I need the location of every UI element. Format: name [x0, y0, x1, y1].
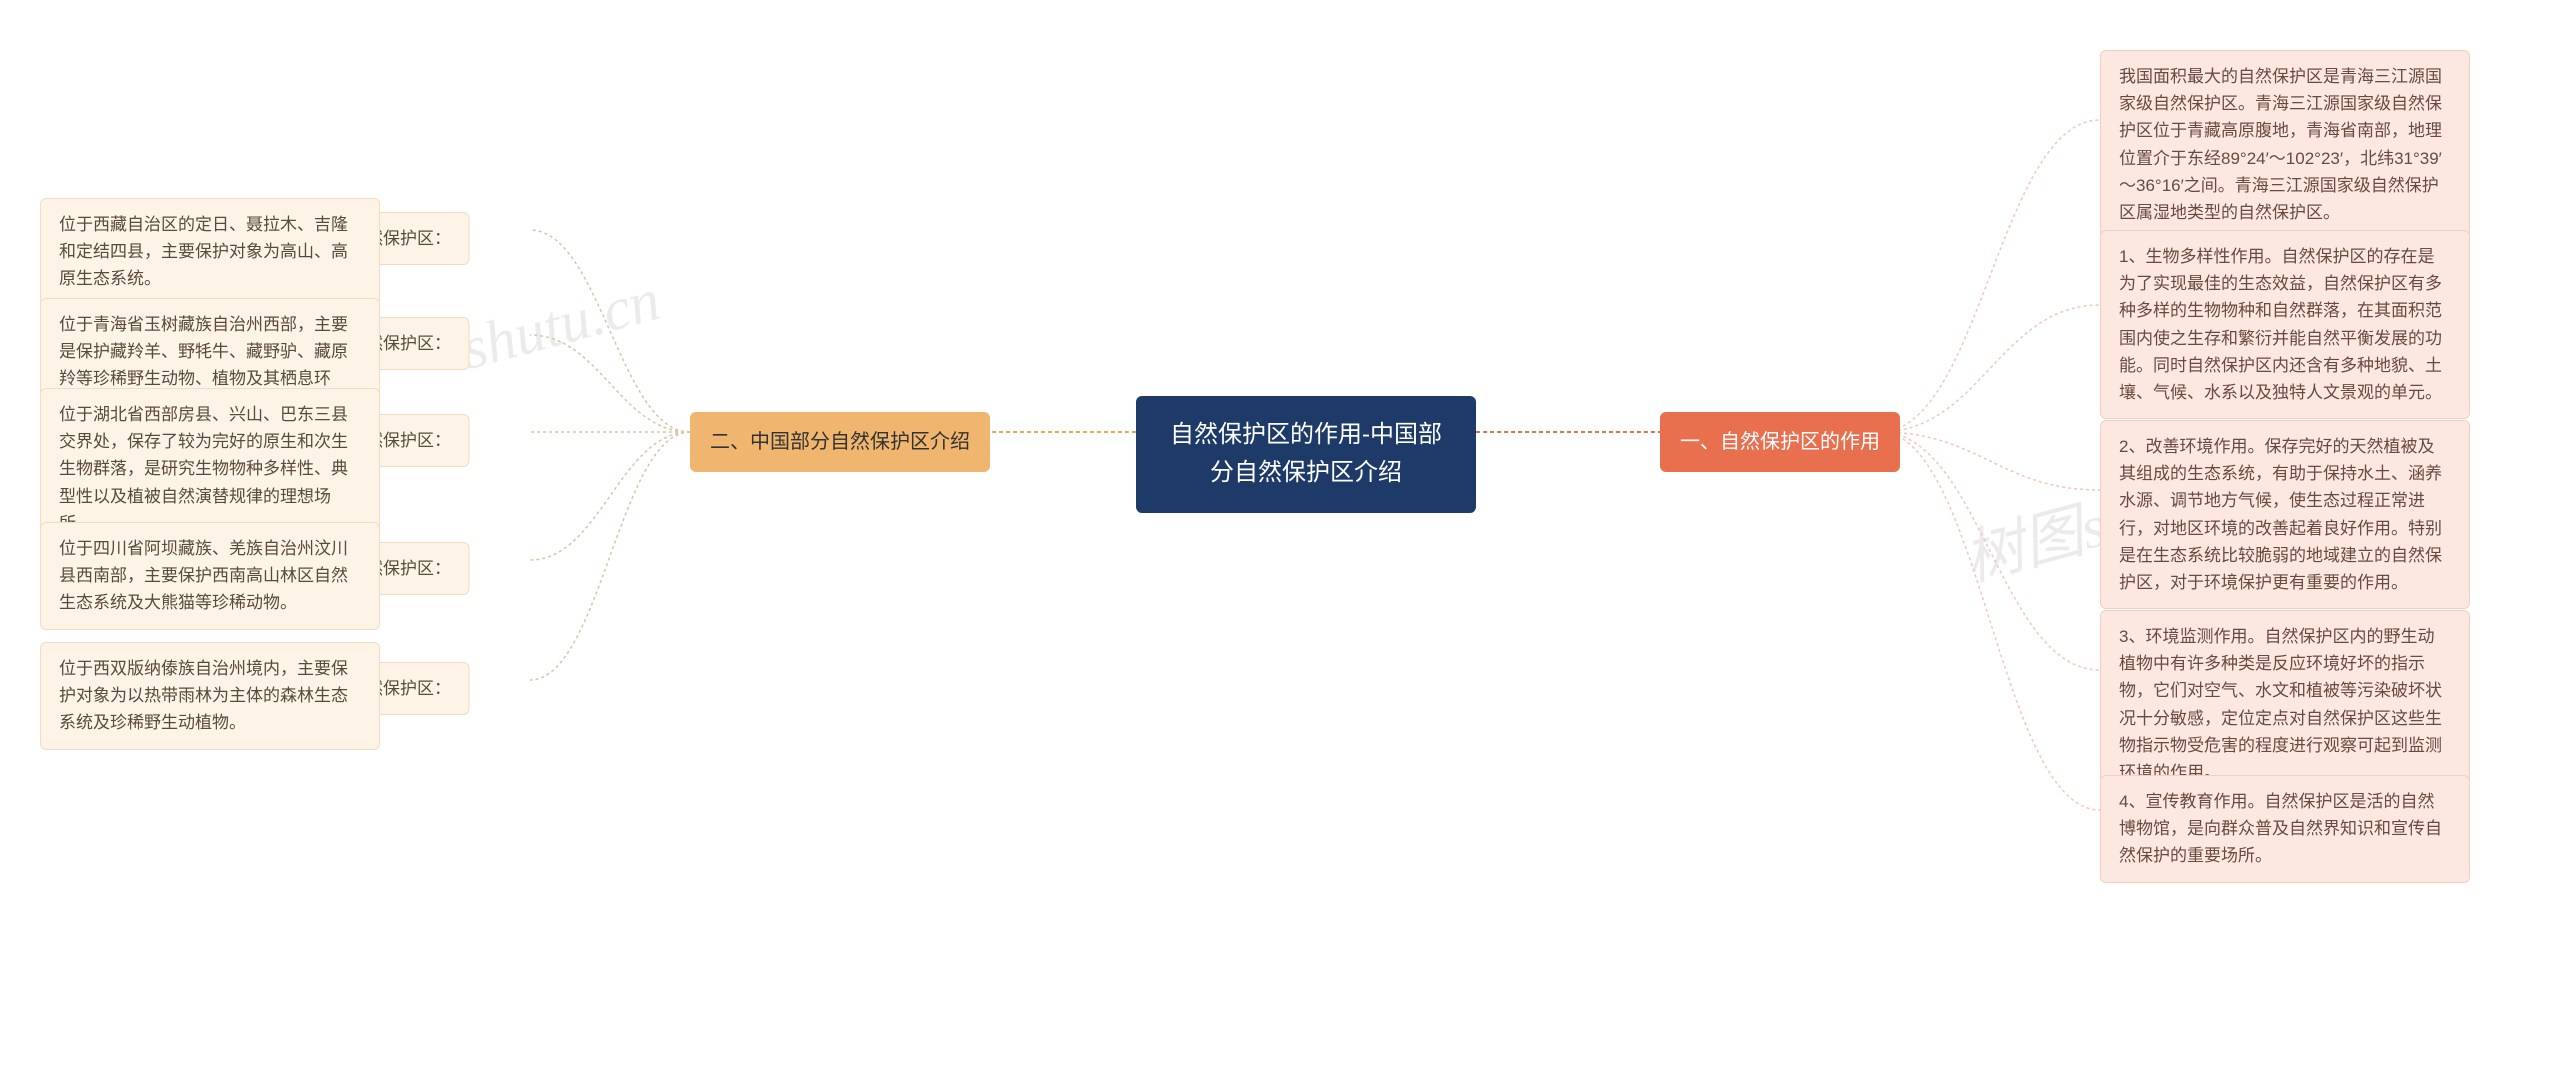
right-item-4: 4、宣传教育作用。自然保护区是活的自然博物馆，是向群众普及自然界知识和宣传自然保… [2100, 775, 2470, 883]
right-item-3: 3、环境监测作用。自然保护区内的野生动植物中有许多种类是反应环境好坏的指示物，它… [2100, 610, 2470, 799]
left-leaf-4: 位于西双版纳傣族自治州境内，主要保护对象为以热带雨林为主体的森林生态系统及珍稀野… [40, 642, 380, 750]
left-leaf-0: 位于西藏自治区的定日、聂拉木、吉隆和定结四县，主要保护对象为高山、高原生态系统。 [40, 198, 380, 306]
right-item-2: 2、改善环境作用。保存完好的天然植被及其组成的生态系统，有助于保持水土、涵养水源… [2100, 420, 2470, 609]
watermark: shutu.cn [455, 265, 668, 384]
branch-right-main: 一、自然保护区的作用 [1660, 412, 1900, 472]
left-leaf-3: 位于四川省阿坝藏族、羌族自治州汶川县西南部，主要保护西南高山林区自然生态系统及大… [40, 522, 380, 630]
right-item-0: 我国面积最大的自然保护区是青海三江源国家级自然保护区。青海三江源国家级自然保护区… [2100, 50, 2470, 239]
right-item-1: 1、生物多样性作用。自然保护区的存在是为了实现最佳的生态效益，自然保护区有多种多… [2100, 230, 2470, 419]
branch-left-main: 二、中国部分自然保护区介绍 [690, 412, 990, 472]
central-node: 自然保护区的作用-中国部分自然保护区介绍 [1136, 396, 1476, 513]
